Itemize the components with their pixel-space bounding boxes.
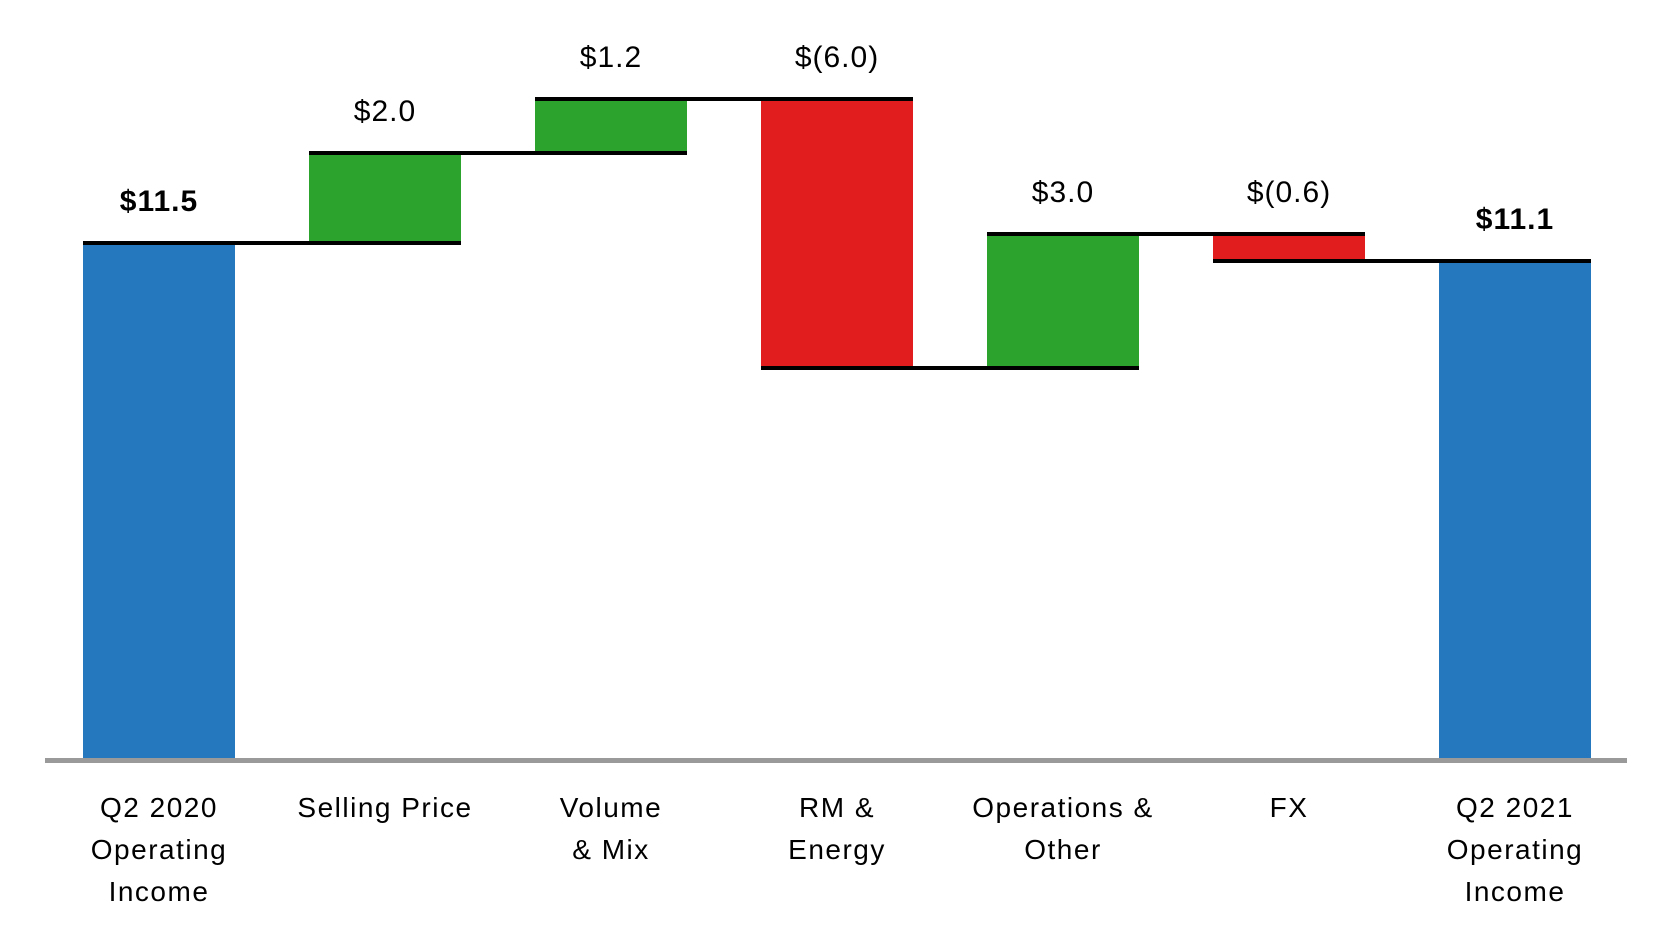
connector-line-3 — [535, 97, 913, 102]
value-label-operations-other: $3.0 — [1031, 175, 1095, 209]
bar-volume-mix — [535, 101, 687, 156]
category-label-rm-energy: RM & Energy — [709, 787, 965, 871]
bar-q2-2020-operating-income — [83, 244, 235, 760]
value-label-fx: $(0.6) — [1246, 175, 1332, 209]
x-axis-line — [45, 758, 1627, 763]
category-label-q2-2021-operating-income: Q2 2021 Operating Income — [1387, 787, 1643, 913]
bar-rm-energy — [761, 101, 913, 371]
category-label-line: Volume — [559, 792, 663, 823]
category-label-line: Operations & — [972, 792, 1154, 823]
connector-line-5 — [987, 231, 1365, 236]
category-label-operations-other: Operations & Other — [935, 787, 1191, 871]
connector-line-4 — [761, 366, 1139, 371]
category-label-selling-price: Selling Price — [257, 787, 513, 829]
category-label-line: Other — [1024, 834, 1102, 865]
category-label-line: Selling Price — [297, 792, 473, 823]
value-label-volume-mix: $1.2 — [579, 41, 643, 75]
category-label-fx: FX — [1161, 787, 1417, 829]
bar-q2-2021-operating-income — [1439, 262, 1591, 760]
bar-fx — [1213, 235, 1365, 263]
category-label-line: Q2 2021 — [1456, 792, 1574, 823]
category-label-line: Operating — [90, 834, 228, 865]
category-label-q2-2020-operating-income: Q2 2020 Operating Income — [31, 787, 287, 913]
connector-line-1 — [83, 240, 461, 245]
connector-line-2 — [309, 151, 687, 156]
category-label-line: Income — [1464, 876, 1566, 907]
category-label-line: & Mix — [572, 834, 650, 865]
value-label-q2-2021-operating-income: $11.1 — [1475, 202, 1555, 236]
category-label-line: FX — [1269, 792, 1309, 823]
value-label-rm-energy: $(6.0) — [794, 41, 880, 75]
value-label-q2-2020-operating-income: $11.5 — [119, 184, 199, 218]
bar-operations-other — [987, 235, 1139, 371]
category-label-volume-mix: Volume & Mix — [483, 787, 739, 871]
connector-line-6 — [1213, 258, 1591, 263]
category-label-line: RM & — [799, 792, 875, 823]
bar-selling-price — [309, 155, 461, 245]
value-label-selling-price: $2.0 — [353, 95, 417, 129]
category-label-line: Operating — [1446, 834, 1584, 865]
category-label-line: Energy — [788, 834, 886, 865]
category-label-line: Q2 2020 — [100, 792, 218, 823]
category-label-line: Income — [108, 876, 210, 907]
